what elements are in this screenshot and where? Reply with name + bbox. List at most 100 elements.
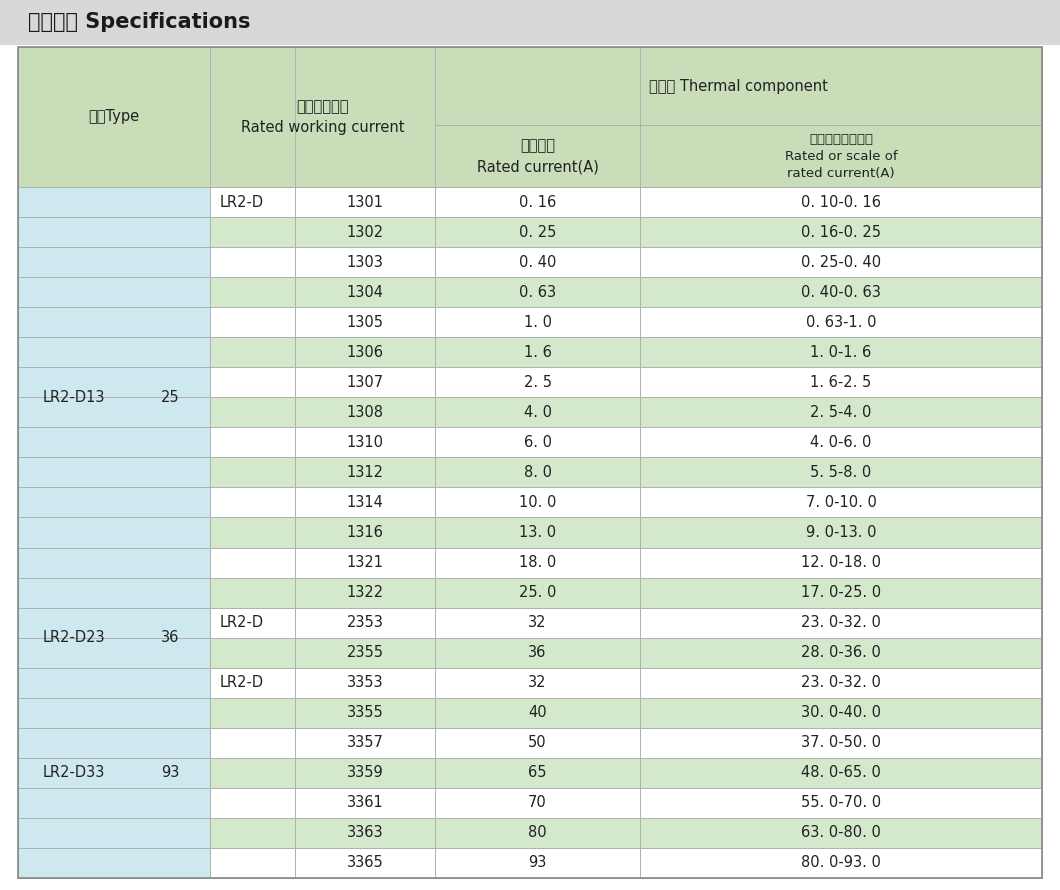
Text: 额定电流
Rated current(A): 额定电流 Rated current(A) [477, 138, 599, 174]
Text: 1305: 1305 [347, 315, 384, 329]
Bar [18, 277, 1042, 307]
Bar [18, 397, 1042, 427]
Bar [0, 0, 1060, 45]
Text: 3355: 3355 [347, 705, 384, 720]
Text: 37. 0-50. 0: 37. 0-50. 0 [801, 735, 881, 750]
Bar [18, 488, 1042, 517]
Bar [18, 217, 1042, 247]
Text: 65: 65 [528, 765, 547, 781]
Text: 1303: 1303 [347, 255, 384, 270]
Text: 55. 0-70. 0: 55. 0-70. 0 [801, 796, 881, 811]
Bar [18, 547, 1042, 578]
Bar [18, 368, 1042, 397]
Text: 28. 0-36. 0: 28. 0-36. 0 [801, 645, 881, 660]
Text: 18. 0: 18. 0 [519, 555, 556, 570]
Text: 6. 0: 6. 0 [524, 435, 551, 449]
Text: 0. 40-0. 63: 0. 40-0. 63 [801, 285, 881, 300]
Text: 0. 16: 0. 16 [519, 195, 556, 209]
Text: 技术参数 Specifications: 技术参数 Specifications [28, 12, 250, 33]
Bar [18, 337, 1042, 368]
Text: LR2-D23: LR2-D23 [42, 630, 105, 645]
Text: 1302: 1302 [347, 224, 384, 239]
Text: 1312: 1312 [347, 465, 384, 480]
Text: 32: 32 [528, 615, 547, 630]
Text: 1. 6-2. 5: 1. 6-2. 5 [811, 375, 871, 390]
Bar [18, 818, 1042, 848]
Text: 25: 25 [161, 390, 179, 405]
Text: 2353: 2353 [347, 615, 384, 630]
Bar [18, 757, 1042, 788]
Text: 80. 0-93. 0: 80. 0-93. 0 [801, 855, 881, 870]
Text: 7. 0-10. 0: 7. 0-10. 0 [806, 495, 877, 510]
Text: 23. 0-32. 0: 23. 0-32. 0 [801, 615, 881, 630]
Text: 0. 10-0. 16: 0. 10-0. 16 [801, 195, 881, 209]
Text: 63. 0-80. 0: 63. 0-80. 0 [801, 825, 881, 840]
Text: 2355: 2355 [347, 645, 384, 660]
Text: 3363: 3363 [347, 825, 384, 840]
Bar [18, 247, 1042, 277]
Text: 70: 70 [528, 796, 547, 811]
Text: 5. 5-8. 0: 5. 5-8. 0 [811, 465, 871, 480]
Bar [18, 307, 1042, 337]
Text: 1306: 1306 [347, 344, 384, 360]
Bar [18, 608, 1042, 637]
Text: LR2-D13: LR2-D13 [42, 390, 105, 405]
Text: 12. 0-18. 0: 12. 0-18. 0 [801, 555, 881, 570]
Text: 25. 0: 25. 0 [518, 585, 557, 600]
Text: LR2-D33: LR2-D33 [42, 765, 105, 781]
Bar [18, 47, 1042, 187]
Bar [18, 427, 1042, 457]
Text: 3357: 3357 [347, 735, 384, 750]
Text: 额定工作电流
Rated working current: 额定工作电流 Rated working current [241, 99, 404, 135]
Text: 1304: 1304 [347, 285, 384, 300]
Text: 3359: 3359 [347, 765, 384, 781]
Bar [18, 608, 210, 668]
Bar [18, 668, 1042, 698]
Text: 93: 93 [161, 765, 179, 781]
Text: 13. 0: 13. 0 [519, 525, 556, 540]
Text: 1. 0-1. 6: 1. 0-1. 6 [811, 344, 871, 360]
Bar [18, 698, 1042, 728]
Text: 1316: 1316 [347, 525, 384, 540]
Bar [18, 668, 210, 878]
Text: 1307: 1307 [347, 375, 384, 390]
Bar [18, 728, 1042, 757]
Text: LR2-D: LR2-D [220, 615, 264, 630]
Text: 10. 0: 10. 0 [518, 495, 557, 510]
Text: 93: 93 [528, 855, 547, 870]
Text: 0. 40: 0. 40 [518, 255, 557, 270]
Text: 热元件 Thermal component: 热元件 Thermal component [649, 78, 828, 93]
Bar [18, 578, 1042, 608]
Text: 型号Type: 型号Type [88, 109, 140, 125]
Text: LR2-D: LR2-D [220, 676, 264, 691]
Bar [18, 187, 210, 608]
Bar [18, 637, 1042, 668]
Bar [18, 517, 1042, 547]
Text: 3361: 3361 [347, 796, 384, 811]
Text: 1301: 1301 [347, 195, 384, 209]
Text: 1310: 1310 [347, 435, 384, 449]
Bar [18, 788, 1042, 818]
Text: 3365: 3365 [347, 855, 384, 870]
Text: 4. 0-6. 0: 4. 0-6. 0 [810, 435, 871, 449]
Text: 40: 40 [528, 705, 547, 720]
Text: 额定电流选择范围
Rated or scale of
rated current(A): 额定电流选择范围 Rated or scale of rated current… [784, 133, 898, 180]
Text: 17. 0-25. 0: 17. 0-25. 0 [801, 585, 881, 600]
Text: 0. 25: 0. 25 [518, 224, 557, 239]
Text: 0. 63-1. 0: 0. 63-1. 0 [806, 315, 877, 329]
Text: 1. 6: 1. 6 [524, 344, 551, 360]
Text: 8. 0: 8. 0 [524, 465, 551, 480]
Text: 32: 32 [528, 676, 547, 691]
Bar [18, 187, 1042, 217]
Text: 30. 0-40. 0: 30. 0-40. 0 [801, 705, 881, 720]
Text: 1322: 1322 [347, 585, 384, 600]
Text: 1314: 1314 [347, 495, 384, 510]
Text: 50: 50 [528, 735, 547, 750]
Text: 4. 0: 4. 0 [524, 405, 551, 420]
Text: LR2-D: LR2-D [220, 195, 264, 209]
Text: 0. 63: 0. 63 [519, 285, 556, 300]
Text: 3353: 3353 [347, 676, 384, 691]
Text: 80: 80 [528, 825, 547, 840]
Text: 1. 0: 1. 0 [524, 315, 551, 329]
Bar [18, 848, 1042, 878]
